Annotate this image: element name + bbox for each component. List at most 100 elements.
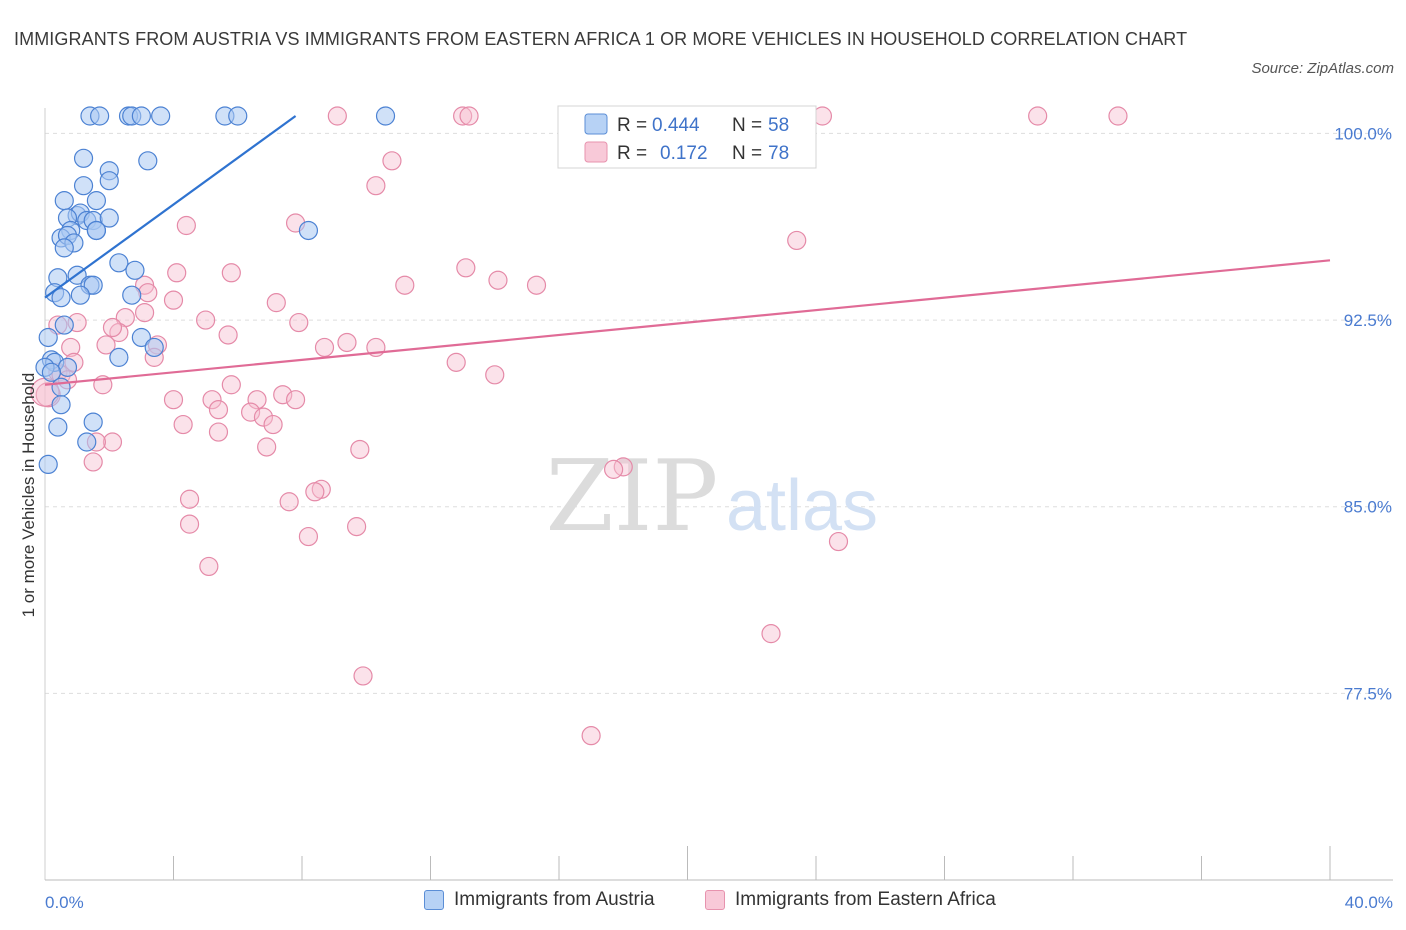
data-point-eastern-africa [96, 335, 116, 355]
data-point-eastern-africa [202, 390, 222, 410]
y-axis-label: 1 or more Vehicles in Household [19, 373, 38, 618]
data-point-eastern-africa [1028, 106, 1048, 126]
data-point-eastern-africa [263, 414, 283, 435]
data-point-austria [54, 191, 74, 211]
data-point-eastern-africa [366, 176, 386, 196]
data-point-austria [51, 377, 71, 397]
data-point-austria [83, 275, 103, 295]
data-point-eastern-africa [298, 526, 319, 547]
data-point-austria [151, 106, 171, 126]
data-point-eastern-africa [337, 332, 357, 353]
data-point-eastern-africa [273, 385, 293, 405]
tick-labels: 100.0% 92.5% 85.0% 77.5% 0.0% 40.0% [45, 124, 1393, 912]
bottom-legend-swatch-austria [424, 890, 444, 910]
data-point-austria [375, 106, 396, 126]
data-point-eastern-africa [787, 230, 807, 251]
data-point-eastern-africa [208, 422, 229, 442]
data-point-austria [131, 106, 151, 126]
data-point-austria [131, 327, 151, 348]
bottom-legend-item-eastern-africa: Immigrants from Eastern Africa [705, 889, 996, 911]
data-point-eastern-africa [828, 531, 849, 552]
data-point-austria [57, 357, 78, 377]
data-point-eastern-africa [289, 312, 309, 333]
data-point-austria [99, 208, 119, 228]
data-point-austria [298, 220, 319, 241]
data-point-austria [109, 347, 129, 367]
data-point-eastern-africa [134, 302, 155, 323]
x-tick-label: 40.0% [1345, 893, 1393, 912]
data-point-eastern-africa [1108, 106, 1128, 126]
data-point-eastern-africa [102, 432, 123, 452]
data-point-eastern-africa [241, 402, 261, 422]
data-point-eastern-africa [176, 215, 196, 236]
source-credit: Source: ZipAtlas.com [1251, 60, 1394, 77]
data-point-austria [41, 362, 62, 382]
data-point-eastern-africa [285, 390, 306, 410]
data-point-eastern-africa [488, 270, 508, 290]
data-point-eastern-africa [83, 452, 103, 472]
data-point-austria [38, 327, 58, 348]
data-point-eastern-africa [279, 492, 299, 512]
data-point-austria [228, 106, 248, 126]
data-point-eastern-africa [347, 517, 367, 537]
data-point-austria [90, 106, 110, 126]
data-point-austria [54, 315, 74, 335]
data-point-austria [51, 288, 71, 308]
y-tick-label: 100.0% [1334, 124, 1392, 143]
data-point-austria [86, 191, 107, 211]
data-point-eastern-africa [305, 482, 325, 502]
data-point-eastern-africa [109, 322, 129, 343]
watermark: ZIP atlas [546, 440, 878, 554]
data-point-eastern-africa [199, 556, 219, 577]
data-point-eastern-africa [218, 325, 238, 345]
series-austria-points [35, 106, 396, 475]
data-point-eastern-africa [208, 400, 229, 420]
data-point-eastern-africa [102, 317, 123, 338]
data-point-austria [86, 220, 107, 241]
data-point-eastern-africa [446, 352, 466, 372]
data-point-eastern-africa [179, 514, 200, 534]
data-point-eastern-africa [196, 310, 216, 330]
data-point-austria [125, 260, 145, 280]
data-point-eastern-africa [138, 283, 158, 303]
data-point-eastern-africa [395, 275, 415, 295]
legend-r-value-austria: 0.444 [652, 115, 700, 136]
data-point-austria [73, 176, 94, 196]
data-point-eastern-africa [221, 263, 241, 283]
data-point-eastern-africa [266, 293, 286, 313]
data-point-austria [51, 395, 71, 415]
bottom-legend-item-austria: Immigrants from Austria [424, 889, 655, 911]
data-point-eastern-africa [173, 414, 193, 435]
legend-r-label-austria: R = [617, 115, 647, 136]
y-tick-label: 77.5% [1344, 684, 1392, 703]
data-point-eastern-africa [327, 106, 347, 126]
data-point-eastern-africa [314, 337, 335, 358]
data-point-eastern-africa [581, 726, 601, 746]
data-point-eastern-africa [247, 390, 267, 410]
data-point-austria [144, 337, 164, 358]
data-point-austria [99, 171, 119, 191]
legend-swatch-austria [584, 113, 608, 135]
data-point-eastern-africa [526, 275, 547, 295]
data-point-austria [70, 285, 90, 305]
data-point-eastern-africa [350, 439, 370, 460]
x-tick-label: 0.0% [45, 893, 84, 912]
legend-n-value-eastern-africa: 78 [768, 143, 789, 164]
data-point-austria [122, 285, 142, 305]
chart-title: IMMIGRANTS FROM AUSTRIA VS IMMIGRANTS FR… [14, 29, 1188, 49]
data-point-austria [138, 151, 158, 171]
data-point-austria [109, 253, 129, 273]
y-tick-label: 92.5% [1344, 311, 1392, 330]
bottom-legend-swatch-eastern-africa [705, 890, 725, 910]
data-point-eastern-africa [167, 263, 187, 283]
bottom-legend-label-austria: Immigrants from Austria [454, 889, 655, 910]
data-point-austria [38, 454, 58, 475]
data-point-austria [77, 432, 97, 452]
data-point-eastern-africa [453, 106, 473, 126]
bottom-legend: Immigrants from Austria Immigrants from … [0, 889, 1406, 917]
watermark-zip: ZIP [546, 440, 719, 554]
legend-n-label-eastern-africa: N = [732, 143, 762, 164]
legend-swatch-eastern-africa [584, 141, 608, 163]
data-point-eastern-africa [253, 407, 274, 427]
